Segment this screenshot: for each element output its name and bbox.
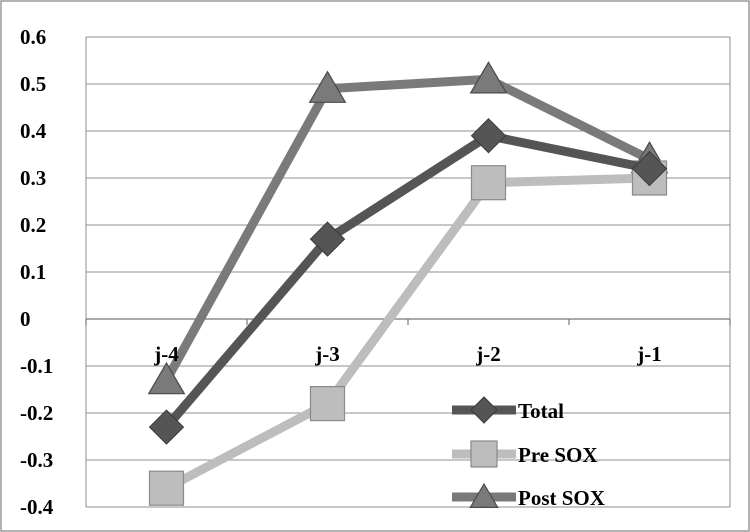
- legend-item: Pre SOX: [452, 440, 598, 468]
- data-point-triangle: [469, 61, 508, 94]
- y-tick-label: -0.1: [20, 354, 53, 378]
- y-tick-label: -0.2: [20, 401, 53, 425]
- data-point-triangle: [147, 361, 186, 395]
- series-total: [148, 117, 668, 445]
- legend-label: Post SOX: [518, 486, 605, 510]
- legend-label: Pre SOX: [518, 443, 598, 467]
- series-line: [163, 131, 651, 431]
- y-tick-label: 0.1: [20, 260, 46, 284]
- data-point-diamond: [470, 396, 498, 424]
- y-tick-label: -0.4: [20, 495, 54, 519]
- y-tick-label: 0.2: [20, 213, 46, 237]
- data-point-square: [470, 440, 498, 468]
- data-point-diamond: [631, 150, 668, 187]
- data-point-diamond: [309, 221, 346, 257]
- y-tick-label: 0.5: [20, 72, 46, 96]
- series-line: [162, 74, 652, 383]
- series-pre-sox: [148, 160, 668, 506]
- y-tick-label: 0: [20, 307, 31, 331]
- data-point-square: [470, 165, 507, 201]
- axis-layer: [85, 37, 731, 507]
- x-tick-label: j-4: [153, 342, 179, 366]
- data-point-square: [309, 386, 346, 422]
- x-tick-label: j-1: [636, 342, 662, 366]
- legend-item: Post SOX: [452, 482, 605, 510]
- data-point-triangle: [308, 70, 347, 103]
- y-tick-label: 0.6: [20, 25, 46, 49]
- y-tick-label: 0.4: [20, 119, 47, 143]
- series-layer: [147, 61, 669, 506]
- legend: Total Pre SOX Post SOX: [452, 396, 605, 510]
- legend-label: Total: [518, 399, 564, 423]
- y-tick-label: 0.3: [20, 166, 46, 190]
- label-layer: 0.6 0.5 0.4 0.3 0.2 0.1 0 -0.1 -0.2 -0.3 -0.4 j-4 j-…: [20, 25, 662, 519]
- data-point-triangle: [469, 482, 499, 508]
- data-point-square: [148, 470, 185, 506]
- x-tick-label: j-3: [314, 342, 340, 366]
- data-point-diamond: [148, 409, 185, 445]
- series-line: [164, 173, 650, 493]
- data-point-diamond: [470, 117, 507, 154]
- legend-item: Total: [452, 396, 564, 424]
- y-tick-label: -0.3: [20, 448, 53, 472]
- x-tick-label: j-2: [475, 342, 501, 366]
